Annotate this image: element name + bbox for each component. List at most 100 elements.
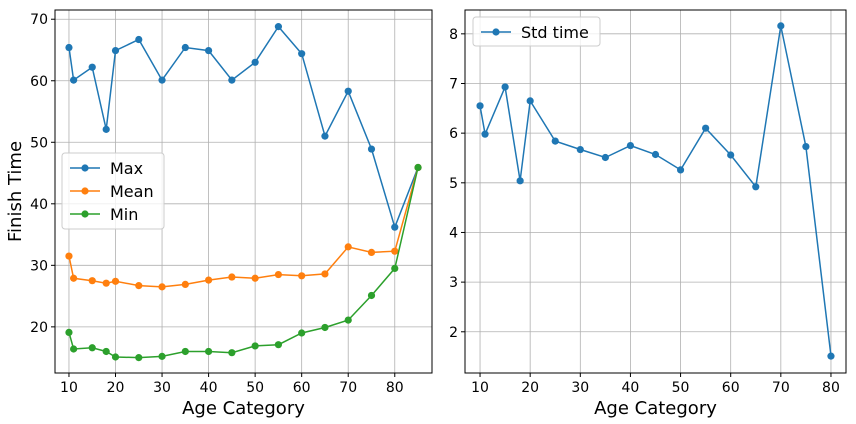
x-tick-label: 80 bbox=[386, 380, 404, 396]
x-axis-label: Age Category bbox=[594, 398, 717, 419]
x-tick-label: 30 bbox=[571, 380, 589, 396]
data-point bbox=[158, 76, 166, 84]
y-tick-label: 5 bbox=[449, 176, 458, 192]
data-point bbox=[298, 272, 306, 280]
data-point bbox=[158, 283, 166, 291]
data-point bbox=[181, 43, 189, 52]
data-point bbox=[298, 329, 306, 337]
x-tick-label: 20 bbox=[521, 380, 539, 396]
data-point bbox=[321, 323, 329, 332]
data-point bbox=[135, 35, 143, 44]
axes-frame bbox=[464, 9, 847, 374]
data-point bbox=[65, 43, 73, 52]
data-point bbox=[321, 270, 329, 278]
data-point bbox=[501, 83, 509, 91]
x-tick-label: 50 bbox=[672, 380, 690, 396]
data-point bbox=[228, 273, 236, 281]
legend-box bbox=[472, 16, 601, 47]
x-tick-label: 50 bbox=[246, 380, 264, 396]
data-point bbox=[391, 247, 399, 255]
data-point bbox=[111, 47, 120, 55]
data-point bbox=[476, 102, 484, 110]
left-chart: 10 20 30 40 50 60 70 80 20 30 40 50 60 70 Age Category… bbox=[5, 9, 433, 419]
data-point bbox=[752, 183, 760, 191]
legend-marker bbox=[81, 164, 89, 172]
data-point bbox=[65, 328, 73, 336]
data-point bbox=[228, 349, 236, 357]
data-point bbox=[274, 23, 283, 31]
data-point bbox=[251, 274, 259, 282]
data-point bbox=[135, 354, 143, 362]
data-point bbox=[204, 347, 213, 356]
x-tick-label: 70 bbox=[339, 380, 357, 396]
data-point bbox=[88, 344, 96, 352]
y-tick-label: 2 bbox=[449, 325, 458, 341]
data-point bbox=[251, 58, 259, 66]
data-point bbox=[391, 264, 399, 273]
x-tick-label: 60 bbox=[293, 380, 311, 396]
data-point bbox=[367, 248, 376, 257]
legend: Std time bbox=[472, 16, 601, 47]
x-tick-label: 40 bbox=[200, 380, 218, 396]
data-point bbox=[367, 145, 376, 153]
data-point bbox=[651, 150, 660, 159]
data-point bbox=[626, 141, 635, 150]
data-point bbox=[158, 352, 166, 360]
data-point bbox=[344, 316, 352, 324]
data-point bbox=[391, 223, 399, 231]
legend-label: Std time bbox=[521, 23, 589, 42]
y-tick-label: 70 bbox=[30, 12, 48, 28]
data-point bbox=[70, 274, 78, 282]
data-point bbox=[111, 353, 120, 361]
x-tick-label: 20 bbox=[107, 380, 125, 396]
data-point bbox=[204, 47, 213, 55]
data-point bbox=[702, 124, 710, 132]
data-point bbox=[298, 50, 306, 58]
data-point bbox=[70, 345, 78, 353]
data-point bbox=[65, 252, 73, 260]
legend-label: Mean bbox=[110, 182, 154, 201]
y-tick-label: 8 bbox=[449, 27, 458, 43]
data-point bbox=[251, 342, 259, 350]
x-tick-label: 10 bbox=[60, 380, 78, 396]
x-axis-label: Age Category bbox=[182, 398, 305, 419]
series-line-std-time bbox=[479, 25, 832, 357]
data-point bbox=[777, 22, 785, 30]
x-tick-label: 40 bbox=[622, 380, 640, 396]
data-point bbox=[367, 291, 376, 300]
data-point bbox=[551, 137, 559, 145]
y-tick-label: 30 bbox=[30, 258, 48, 274]
legend-marker bbox=[81, 187, 89, 195]
y-tick-label: 6 bbox=[449, 126, 458, 142]
data-point bbox=[70, 76, 78, 84]
axes-frame bbox=[54, 9, 433, 374]
legend-label: Min bbox=[110, 205, 138, 224]
data-point bbox=[344, 243, 352, 251]
x-tick-label: 30 bbox=[153, 380, 171, 396]
data-point bbox=[88, 63, 96, 71]
data-point bbox=[321, 132, 329, 140]
data-point bbox=[204, 276, 213, 284]
data-point bbox=[274, 270, 283, 279]
legend: Max Mean Min bbox=[61, 152, 165, 230]
right-chart: 10 20 30 40 50 60 70 80 2 3 4 5 6 7 8 Age Category Std t… bbox=[449, 9, 847, 419]
data-point bbox=[181, 280, 189, 289]
x-tick-label: 80 bbox=[822, 380, 840, 396]
legend-marker bbox=[81, 210, 89, 218]
data-point bbox=[516, 177, 524, 185]
legend-label: Max bbox=[110, 159, 143, 178]
data-point bbox=[181, 347, 189, 356]
legend-box bbox=[61, 152, 165, 230]
y-tick-label: 20 bbox=[30, 320, 48, 336]
data-point bbox=[481, 130, 489, 138]
data-point bbox=[576, 145, 584, 154]
y-tick-label: 60 bbox=[30, 74, 48, 90]
data-point bbox=[802, 142, 810, 151]
data-point bbox=[102, 279, 110, 287]
x-tick-label: 60 bbox=[722, 380, 740, 396]
data-point bbox=[135, 282, 143, 290]
y-tick-label: 40 bbox=[30, 197, 48, 213]
x-tick-label: 10 bbox=[471, 380, 489, 396]
data-point bbox=[274, 341, 283, 349]
